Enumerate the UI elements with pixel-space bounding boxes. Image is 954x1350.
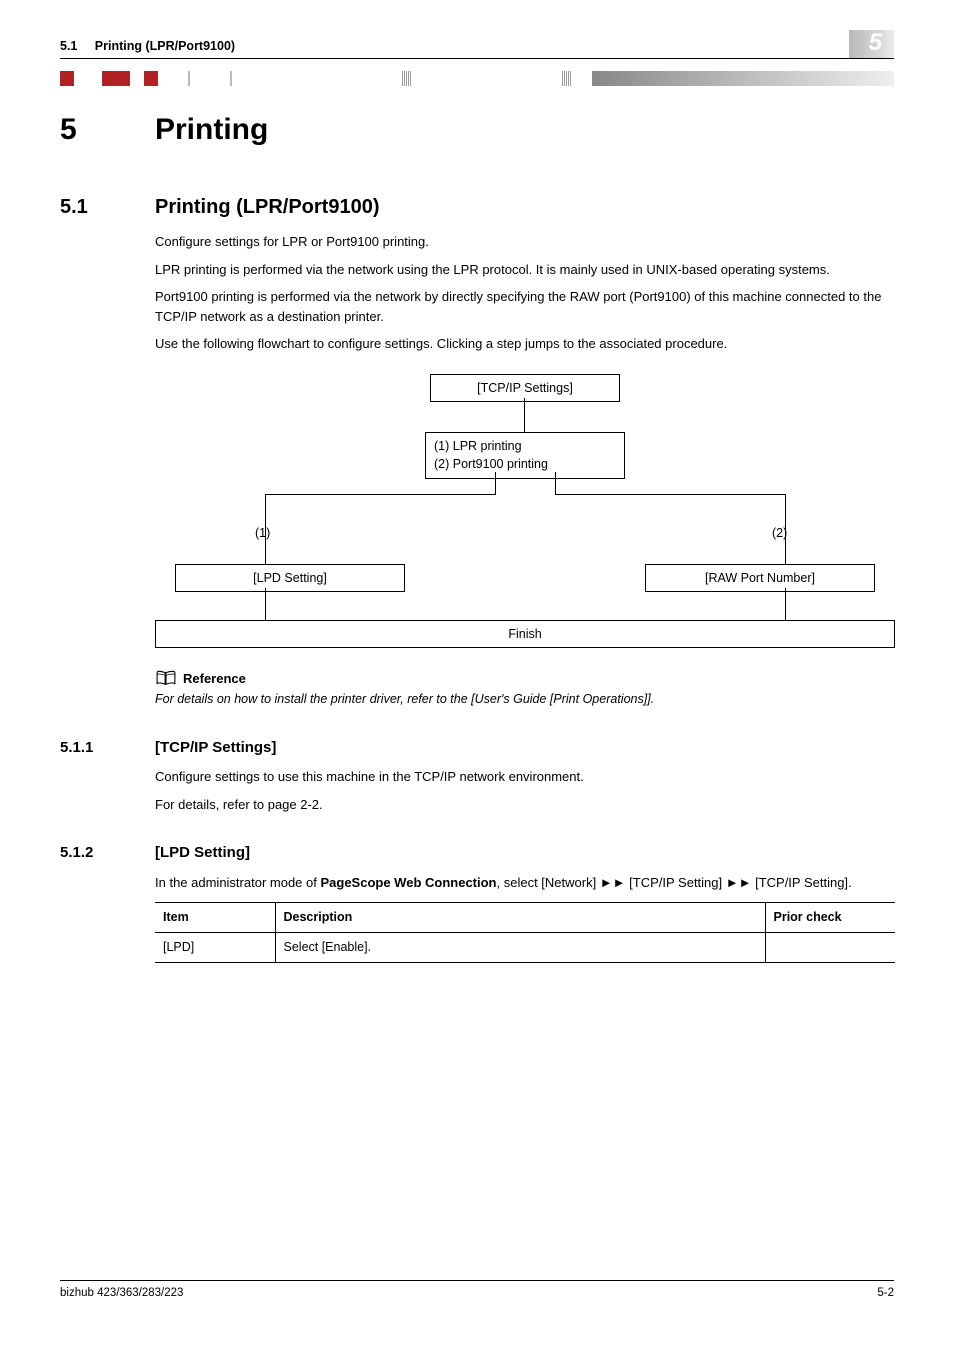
chapter-number: 5 (60, 107, 155, 152)
section-5-1-heading: 5.1 Printing (LPR/Port9100) (60, 192, 894, 222)
para-5-1-2-intro: In the administrator mode of PageScope W… (155, 873, 894, 893)
header-section-name: Printing (LPR/Port9100) (95, 39, 235, 53)
cell-item: [LPD] (155, 933, 275, 963)
fc-line (265, 494, 266, 564)
fc-branch-line1: (1) LPR printing (434, 437, 616, 456)
chapter-title-text: Printing (155, 107, 268, 152)
intro-post: , select [Network] ►► [TCP/IP Setting] ►… (497, 875, 852, 890)
fc-line (265, 494, 496, 495)
page-footer: bizhub 423/363/283/223 5-2 (60, 1280, 894, 1302)
fc-line (555, 472, 556, 494)
fc-branch-line2: (2) Port9100 printing (434, 455, 616, 474)
fc-node-lpd[interactable]: [LPD Setting] (175, 564, 405, 593)
para-5-1-1-b: For details, refer to page 2-2. (155, 795, 894, 815)
col-description: Description (275, 903, 765, 933)
flowchart: [TCP/IP Settings] (1) LPR printing (2) P… (155, 374, 895, 654)
subsection-number: 5.1.1 (60, 737, 155, 760)
col-item: Item (155, 903, 275, 933)
subsection-title: [LPD Setting] (155, 842, 250, 865)
para-5-1-1-a: Configure settings to use this machine i… (155, 767, 894, 787)
settings-table: Item Description Prior check [LPD] Selec… (155, 902, 895, 963)
footer-left: bizhub 423/363/283/223 (60, 1285, 183, 1302)
para-5-1-2: LPR printing is performed via the networ… (155, 260, 894, 280)
intro-bold: PageScope Web Connection (320, 875, 496, 890)
header-stripe (60, 69, 894, 87)
col-prior-check: Prior check (765, 903, 895, 933)
para-5-1-1: Configure settings for LPR or Port9100 p… (155, 232, 894, 252)
chapter-badge: 5 (849, 30, 894, 58)
fc-node-tcpip[interactable]: [TCP/IP Settings] (430, 374, 620, 403)
reference-label: Reference (183, 669, 246, 689)
subsection-title: [TCP/IP Settings] (155, 737, 276, 760)
para-5-1-4: Use the following flowchart to configure… (155, 334, 894, 354)
fc-line (785, 494, 786, 564)
header-left: 5.1 Printing (LPR/Port9100) (60, 37, 235, 56)
table-row: [LPD] Select [Enable]. (155, 933, 895, 963)
fc-node-finish: Finish (155, 620, 895, 649)
reference-body: For details on how to install the printe… (155, 690, 894, 709)
chapter-heading: 5 Printing (60, 107, 894, 152)
subsection-5-1-2-heading: 5.1.2 [LPD Setting] (60, 842, 894, 865)
fc-line (785, 588, 786, 620)
cell-prior-check (765, 933, 895, 963)
subsection-number: 5.1.2 (60, 842, 155, 865)
fc-label-1: (1) (255, 524, 270, 543)
cell-description: Select [Enable]. (275, 933, 765, 963)
fc-line (265, 588, 266, 620)
book-icon (155, 670, 177, 686)
section-title: Printing (LPR/Port9100) (155, 192, 379, 222)
section-number: 5.1 (60, 192, 155, 222)
fc-line (524, 398, 525, 432)
intro-pre: In the administrator mode of (155, 875, 320, 890)
page-header: 5.1 Printing (LPR/Port9100) 5 (60, 30, 894, 59)
fc-node-branch: (1) LPR printing (2) Port9100 printing (425, 432, 625, 480)
header-section-ref: 5.1 (60, 39, 77, 53)
reference-heading: Reference (155, 669, 894, 689)
fc-line (555, 494, 786, 495)
subsection-5-1-1-heading: 5.1.1 [TCP/IP Settings] (60, 737, 894, 760)
fc-node-raw[interactable]: [RAW Port Number] (645, 564, 875, 593)
fc-line (495, 472, 496, 494)
footer-right: 5-2 (877, 1285, 894, 1302)
table-header-row: Item Description Prior check (155, 903, 895, 933)
para-5-1-3: Port9100 printing is performed via the n… (155, 287, 894, 326)
